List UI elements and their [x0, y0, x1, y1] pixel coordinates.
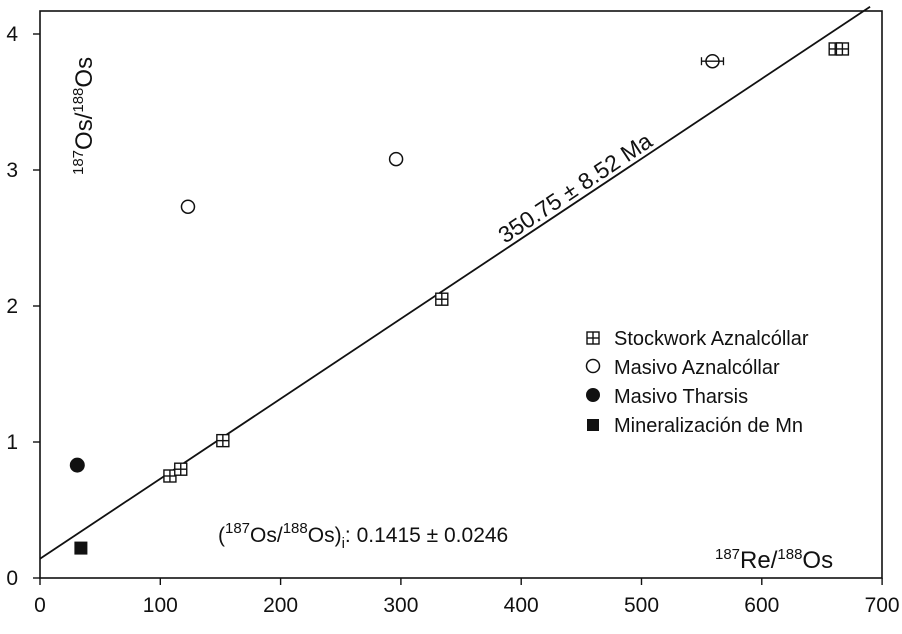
legend-item-masivo-aznalcollar: Masivo Aznalcóllar — [585, 357, 780, 379]
legend: Stockwork Aznalcóllar Masivo Aznalcóllar… — [585, 328, 809, 437]
masivo-aznalcollar-point — [700, 53, 725, 69]
plot-frame — [39, 10, 883, 579]
legend-item-mineralizacion-mn: Mineralización de Mn — [587, 415, 803, 437]
stockwork-aznalcollar-point — [435, 292, 449, 306]
x-tick-label: 300 — [383, 594, 418, 617]
initial-ratio-annotation: (187Os/188Os)i: 0.1415 ± 0.0246 — [218, 520, 508, 552]
y-tick-label: 1 — [6, 431, 18, 454]
x-axis-label: 187Re/188Os — [715, 546, 833, 574]
x-tick-label: 200 — [263, 594, 298, 617]
x-tick-label: 0 — [34, 594, 46, 617]
legend-label: Masivo Tharsis — [614, 386, 748, 408]
x-tick-label: 100 — [143, 594, 178, 617]
legend-label: Masivo Aznalcóllar — [614, 357, 780, 379]
age-label: 350.75 ± 8.52 Ma — [493, 127, 656, 248]
y-tick-label: 4 — [6, 23, 18, 46]
legend-label: Stockwork Aznalcóllar — [614, 328, 809, 350]
boxed-cross-marker-icon — [586, 331, 600, 345]
stockwork-aznalcollar-point — [835, 42, 850, 56]
y-tick-label: 2 — [6, 295, 18, 318]
legend-label: Mineralización de Mn — [614, 415, 803, 437]
stockwork-aznalcollar-point — [216, 433, 230, 448]
x-tick-label: 600 — [744, 594, 779, 617]
y-tick-label: 0 — [6, 567, 18, 590]
x-tick-label: 400 — [504, 594, 539, 617]
mineralizacion-mn-point — [74, 541, 88, 555]
masivo-aznalcollar-point — [388, 151, 404, 167]
filled-circle-marker-icon — [586, 388, 600, 402]
data-points — [69, 42, 850, 555]
x-tick-label: 700 — [865, 594, 900, 617]
legend-item-stockwork: Stockwork Aznalcóllar — [586, 328, 809, 350]
open-circle-marker-icon — [585, 358, 601, 374]
x-axis: 0 100 200 300 400 500 600 700 — [34, 578, 900, 617]
y-tick-label: 3 — [6, 159, 18, 182]
stockwork-aznalcollar-point — [174, 462, 188, 476]
filled-square-marker-icon — [587, 419, 599, 431]
stockwork-aznalcollar-point — [163, 469, 177, 483]
x-tick-label: 500 — [624, 594, 659, 617]
masivo-tharsis-point — [69, 457, 85, 473]
masivo-aznalcollar-point — [180, 199, 196, 214]
y-axis: 0 1 2 3 4 — [6, 23, 40, 590]
y-axis-label: 187Os/188Os — [70, 57, 98, 175]
legend-item-masivo-tharsis: Masivo Tharsis — [586, 386, 748, 408]
